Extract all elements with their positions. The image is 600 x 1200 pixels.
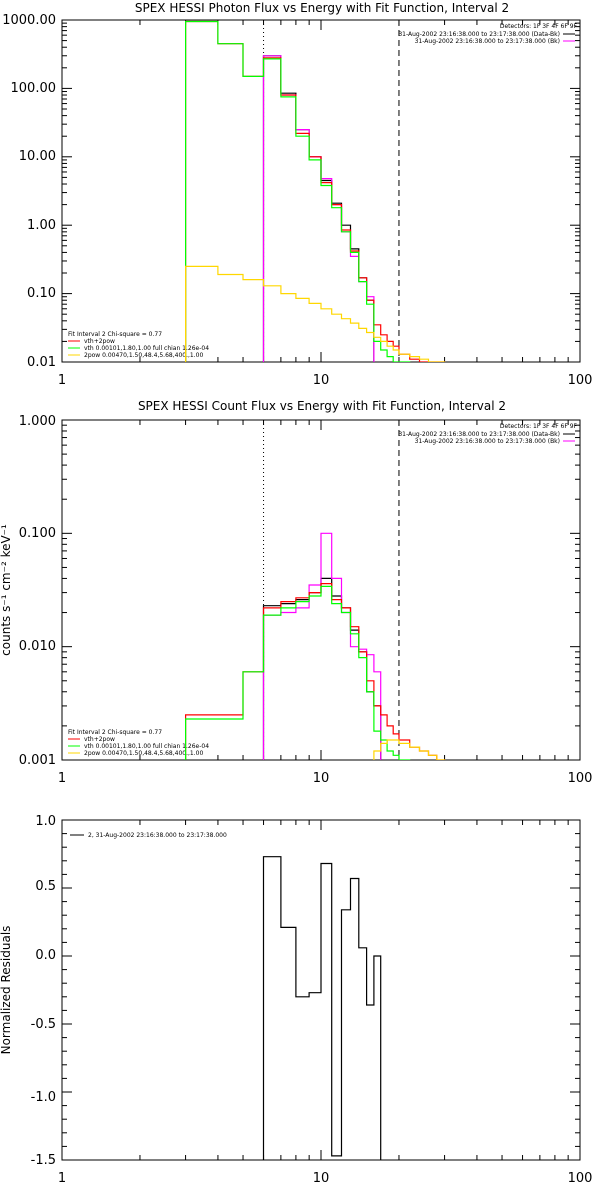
legend-vth: vth 0.00101,1.80,1.00 full chian 1.26e-0… (84, 345, 209, 352)
legend-bk: 31-Aug-2002 23:16:38.000 to 23:17:38.000… (415, 38, 560, 45)
series-bk (262, 55, 375, 362)
photon-flux-legend-top-right: Detectors: 1F 3F 4F 6F 9F 31-Aug-2002 23… (398, 23, 577, 45)
legend-fit-header: Fit Interval 2 Chi-square = 0.77 (68, 331, 162, 338)
panel-1-marks (61, 19, 581, 363)
y-tick-label: 1.000 (19, 414, 56, 429)
series-vth-2pow (185, 20, 446, 362)
x-tick-label: 10 (313, 771, 330, 786)
series-2pow (185, 265, 446, 362)
y-tick-label: 100.00 (11, 81, 57, 96)
residuals-x-tick-labels: 1 10 100 (58, 1171, 593, 1186)
y-tick-label: 1.00 (27, 218, 56, 233)
legend-vth: vth 0.00101,1.80,1.00 full chian 1.26e-0… (84, 743, 209, 750)
y-tick-label: 0.0 (35, 948, 56, 963)
photon-flux-panel: SPEX HESSI Photon Flux vs Energy with Fi… (2, 1, 592, 388)
series-data-bk (262, 55, 375, 362)
series-vth (185, 20, 411, 362)
count-flux-x-tick-labels: 1 10 100 (58, 771, 593, 786)
legend-bk: 31-Aug-2002 23:16:38.000 to 23:17:38.000… (415, 438, 560, 445)
x-tick-label: 1 (58, 1171, 66, 1186)
count-flux-legend-bottom-left: Fit Interval 2 Chi-square = 0.77 vth+2po… (68, 729, 209, 757)
count-flux-title: SPEX HESSI Count Flux vs Energy with Fit… (138, 399, 506, 413)
count-flux-legend-top-right: Detectors: 1F 3F 4F 6F 9F 31-Aug-2002 23… (398, 423, 577, 445)
legend-fit-header: Fit Interval 2 Chi-square = 0.77 (68, 729, 162, 736)
plot-frame (61, 19, 581, 363)
panel-2-marks (61, 419, 581, 761)
legend-detectors: Detectors: 1F 3F 4F 6F 9F (500, 423, 578, 430)
photon-flux-x-tick-labels: 1 10 100 (58, 373, 593, 388)
series-vth (185, 585, 411, 760)
x-tick-label: 100 (568, 1171, 593, 1186)
y-tick-label: -1.0 (31, 1090, 56, 1105)
legend-vth-2pow: vth+2pow (84, 338, 115, 345)
y-tick-label: 0.100 (19, 526, 56, 541)
y-tick-label: -1.5 (31, 1153, 56, 1168)
x-tick-label: 10 (313, 373, 330, 388)
x-tick-label: 100 (568, 771, 593, 786)
y-tick-label: 0.010 (19, 639, 56, 654)
legend-2pow: 2pow 0.00470,1.50,48.4,5.68,400.,1.00 (84, 750, 203, 757)
legend-residual-interval: 2, 31-Aug-2002 23:16:38.000 to 23:17:38.… (88, 832, 227, 839)
legend-data-bk: 31-Aug-2002 23:16:38.000 to 23:17:38.000… (398, 31, 560, 38)
photon-flux-title: SPEX HESSI Photon Flux vs Energy with Fi… (135, 1, 509, 15)
y-tick-label: 1.0 (35, 814, 56, 829)
x-tick-label: 100 (568, 373, 593, 388)
y-tick-label: 0.10 (27, 286, 56, 301)
residuals-legend: 2, 31-Aug-2002 23:16:38.000 to 23:17:38.… (70, 832, 227, 839)
legend-vth-2pow: vth+2pow (84, 736, 115, 743)
y-tick-label: 0.001 (19, 753, 56, 768)
y-tick-label: 0.01 (27, 355, 56, 370)
series-2pow (373, 739, 446, 760)
panel-3-marks (61, 819, 581, 1161)
legend-2pow: 2pow 0.00470,1.50,48.4,5.68,400.,1.00 (84, 352, 203, 359)
count-flux-y-axis-label: counts s⁻¹ cm⁻² keV⁻¹ (0, 524, 13, 656)
x-tick-label: 10 (313, 1171, 330, 1186)
residuals-y-axis-label: Normalized Residuals (0, 926, 13, 1055)
count-flux-y-tick-labels: 0.001 0.010 0.100 1.000 (19, 414, 56, 768)
x-tick-label: 1 (58, 771, 66, 786)
photon-flux-y-tick-labels: 0.01 0.10 1.00 10.00 100.00 1000.00 (2, 13, 56, 370)
legend-data-bk: 31-Aug-2002 23:16:38.000 to 23:17:38.000… (398, 431, 560, 438)
series-2-31-aug-2002-23-16-38-000-to- (262, 856, 382, 1160)
residuals-panel: Normalized Residuals -1.5 -1.0 -0.5 0.0 … (0, 814, 592, 1186)
y-tick-label: 1000.00 (2, 13, 56, 28)
photon-flux-legend-bottom-left: Fit Interval 2 Chi-square = 0.77 vth+2po… (68, 331, 209, 359)
legend-detectors: Detectors: 1F 3F 4F 6F 9F (500, 23, 578, 30)
x-tick-label: 1 (58, 373, 66, 388)
residuals-y-tick-labels: -1.5 -1.0 -0.5 0.0 0.5 1.0 (31, 814, 56, 1168)
count-flux-panel: SPEX HESSI Count Flux vs Energy with Fit… (0, 399, 592, 786)
y-tick-label: 10.00 (19, 149, 56, 164)
series-bk (262, 532, 382, 760)
y-tick-label: -0.5 (31, 1017, 56, 1032)
y-tick-label: 0.5 (35, 879, 56, 894)
chart-marks (61, 19, 581, 1161)
